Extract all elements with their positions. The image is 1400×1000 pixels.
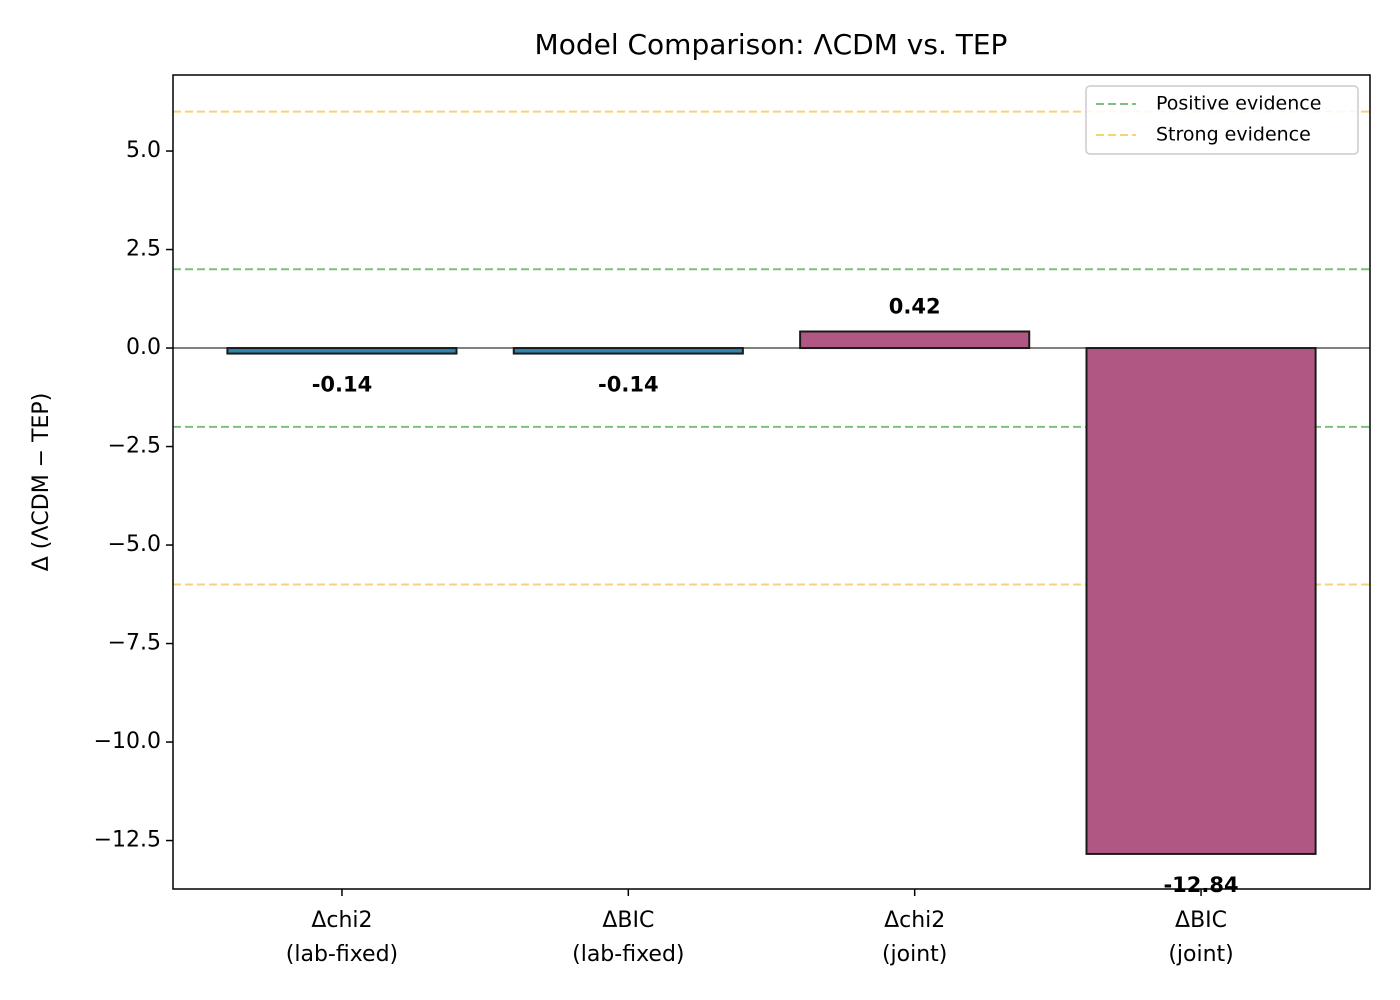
bar xyxy=(1085,347,1317,855)
value-label: 0.42 xyxy=(889,294,941,318)
y-axis-label: Δ (ΛCDM − TEP) xyxy=(29,393,54,572)
value-label: -0.14 xyxy=(312,373,373,397)
x-tick-label: ΔBIC (lab-fixed) xyxy=(572,908,685,967)
x-tick-label: ΔBIC (joint) xyxy=(1168,908,1234,967)
bar xyxy=(512,347,744,355)
y-tick-label: 0.0 xyxy=(126,335,161,360)
legend-box xyxy=(1085,85,1359,155)
y-tick-label: 2.5 xyxy=(126,237,161,262)
x-tick-label: Δchi2 (joint) xyxy=(881,908,948,967)
y-tick-label: 5.0 xyxy=(126,138,161,163)
legend-label: Positive evidence xyxy=(1156,93,1321,115)
legend-label: Strong evidence xyxy=(1156,124,1311,146)
bar xyxy=(226,347,458,355)
y-tick-label: −10.0 xyxy=(94,729,161,754)
y-tick-label: −2.5 xyxy=(108,434,161,459)
y-tick-label: −12.5 xyxy=(94,828,161,853)
value-label: -0.14 xyxy=(598,373,659,397)
chart-title: Model Comparison: ΛCDM vs. TEP xyxy=(535,28,1008,61)
x-tick-label: Δchi2 (lab-fixed) xyxy=(285,908,399,967)
plot-frame xyxy=(172,74,1371,890)
bar xyxy=(799,330,1031,350)
y-tick-label: −7.5 xyxy=(108,631,161,656)
y-tick-label: −5.0 xyxy=(108,532,161,557)
